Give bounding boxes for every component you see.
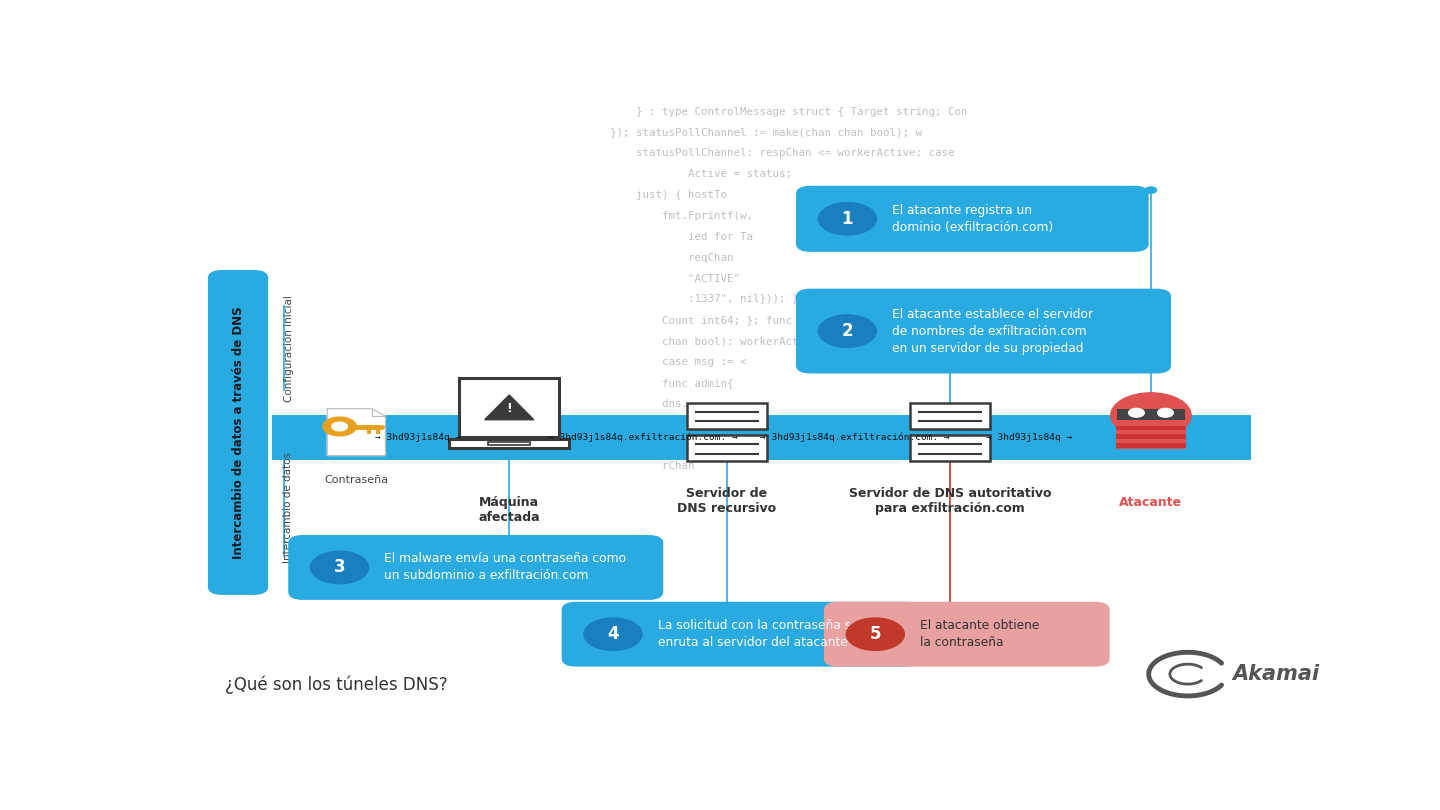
- Text: Contraseña: Contraseña: [324, 475, 389, 484]
- Circle shape: [1129, 408, 1145, 417]
- Text: "ACTIVE": "ACTIVE": [609, 274, 740, 284]
- Text: :1337", nil})); };pa: :1337", nil})); };pa: [609, 294, 818, 305]
- Text: } : type ControlMessage struct { Target string; Con: } : type ControlMessage struct { Target …: [609, 107, 968, 117]
- Text: Atacante: Atacante: [1119, 497, 1182, 509]
- Text: 1: 1: [841, 210, 852, 228]
- Circle shape: [818, 315, 877, 347]
- Text: rintf(w,: rintf(w,: [609, 420, 714, 429]
- Circle shape: [503, 539, 516, 547]
- Circle shape: [311, 552, 369, 584]
- Text: El atacante establece el servidor
de nombres de exfiltración.com
en un servidor : El atacante establece el servidor de nom…: [891, 308, 1093, 355]
- Circle shape: [943, 606, 956, 614]
- Circle shape: [1110, 393, 1191, 437]
- FancyBboxPatch shape: [910, 403, 991, 429]
- Circle shape: [331, 422, 347, 431]
- Circle shape: [943, 359, 956, 366]
- Text: Count int64; }; func ma: Count int64; }; func ma: [609, 316, 811, 326]
- FancyBboxPatch shape: [562, 602, 920, 667]
- Text: ied for Ta: ied for Ta: [609, 232, 753, 242]
- Text: Active = status;: Active = status;: [609, 169, 792, 179]
- FancyBboxPatch shape: [288, 535, 664, 600]
- Text: → 3hd93j1s84q.exfiltración.com. →: → 3hd93j1s84q.exfiltración.com. →: [549, 433, 739, 442]
- Text: func admin{: func admin{: [609, 377, 733, 388]
- Circle shape: [847, 618, 904, 650]
- FancyBboxPatch shape: [910, 435, 991, 462]
- Circle shape: [720, 606, 733, 614]
- Text: Intercambio de datos: Intercambio de datos: [284, 452, 294, 563]
- Text: 3: 3: [334, 558, 346, 577]
- FancyBboxPatch shape: [488, 442, 530, 446]
- FancyBboxPatch shape: [687, 435, 768, 462]
- Text: 4: 4: [608, 625, 619, 643]
- Text: reqChan: reqChan: [609, 253, 733, 262]
- Circle shape: [1145, 187, 1156, 194]
- FancyBboxPatch shape: [207, 270, 268, 595]
- Text: dns.: dns.: [609, 399, 688, 409]
- FancyBboxPatch shape: [272, 415, 1251, 459]
- Circle shape: [323, 417, 356, 436]
- Text: La solicitud con la contraseña se
enruta al servidor del atacante: La solicitud con la contraseña se enruta…: [658, 619, 858, 649]
- Text: → 3hd93j1s84q →: → 3hd93j1s84q →: [986, 433, 1071, 441]
- FancyBboxPatch shape: [1116, 443, 1185, 448]
- Text: ¿Qué son los túneles DNS?: ¿Qué son los túneles DNS?: [225, 676, 448, 694]
- Polygon shape: [327, 409, 386, 455]
- FancyBboxPatch shape: [824, 602, 1110, 667]
- Polygon shape: [485, 395, 534, 420]
- Text: 2: 2: [841, 322, 852, 340]
- FancyBboxPatch shape: [796, 185, 1149, 252]
- FancyBboxPatch shape: [449, 440, 569, 448]
- Text: El atacante registra un
dominio (exfiltración.com): El atacante registra un dominio (exfiltr…: [891, 204, 1053, 234]
- FancyBboxPatch shape: [459, 377, 559, 437]
- Text: Configuración inicial: Configuración inicial: [284, 295, 294, 402]
- Text: Intercambio de datos a través de DNS: Intercambio de datos a través de DNS: [232, 306, 245, 559]
- Circle shape: [1158, 408, 1174, 417]
- FancyBboxPatch shape: [1116, 413, 1185, 449]
- FancyBboxPatch shape: [1116, 425, 1185, 430]
- FancyBboxPatch shape: [1117, 409, 1185, 420]
- Text: Servidor de
DNS recursivo: Servidor de DNS recursivo: [677, 487, 776, 515]
- Text: imed for Ta: imed for Ta: [609, 441, 733, 451]
- Circle shape: [818, 202, 877, 235]
- Text: → 3hd93j1s84q.exfiltración.com. →: → 3hd93j1s84q.exfiltración.com. →: [760, 433, 950, 442]
- FancyBboxPatch shape: [1116, 434, 1185, 439]
- Text: → 3hd93j1s84q →: → 3hd93j1s84q →: [376, 433, 462, 441]
- FancyBboxPatch shape: [796, 288, 1171, 373]
- Text: !: !: [507, 402, 513, 415]
- Text: just) { hostTo: just) { hostTo: [609, 190, 727, 200]
- Text: statusPollChannel: respChan <= workerActive; case: statusPollChannel: respChan <= workerAct…: [609, 148, 955, 158]
- Text: 5: 5: [870, 625, 881, 643]
- Circle shape: [585, 618, 642, 650]
- Text: Servidor de DNS autoritativo
para exfiltración.com: Servidor de DNS autoritativo para exfilt…: [848, 487, 1051, 515]
- Text: Máquina
afectada: Máquina afectada: [478, 497, 540, 524]
- Text: case msg := <: case msg := <: [609, 357, 746, 367]
- Text: fmt.Fprintf(w,: fmt.Fprintf(w,: [609, 211, 753, 220]
- Text: El malware envía una contraseña como
un subdominio a exfiltración.com: El malware envía una contraseña como un …: [384, 552, 626, 582]
- Text: chan bool): workerAct: chan bool): workerAct: [609, 336, 798, 346]
- Text: }); statusPollChannel := make(chan chan bool); w: }); statusPollChannel := make(chan chan …: [609, 127, 922, 137]
- Text: El atacante obtiene
la contraseña: El atacante obtiene la contraseña: [920, 619, 1040, 649]
- Text: Akamai: Akamai: [1233, 664, 1319, 684]
- Text: rChan: rChan: [609, 462, 694, 471]
- FancyBboxPatch shape: [687, 403, 768, 429]
